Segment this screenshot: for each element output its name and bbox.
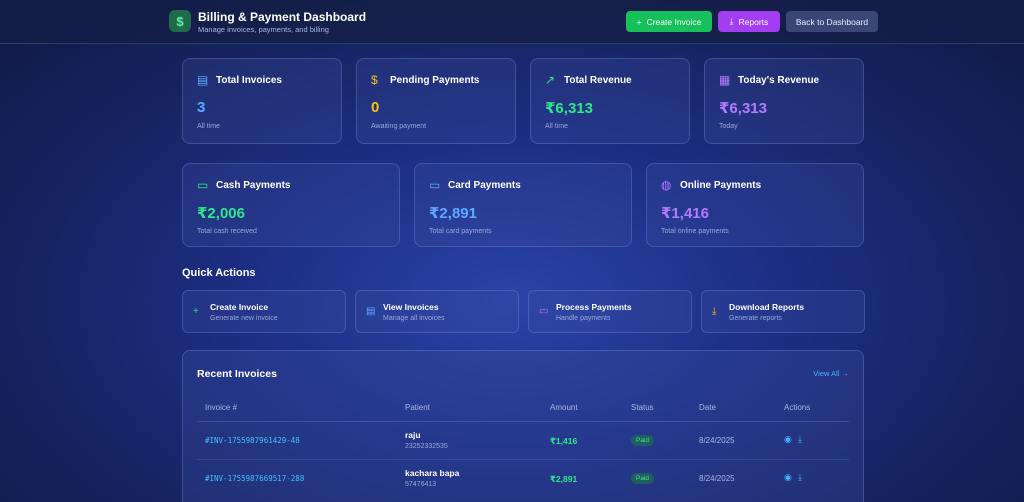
stat-title: Total Revenue [564, 75, 632, 86]
payment-title: Online Payments [680, 180, 762, 191]
quick-action-sub: Generate new invoice [210, 315, 278, 322]
stat-sub: All time [545, 123, 568, 130]
column-header-actions: Actions [784, 403, 811, 412]
stat-card-todays-revenue: ▦ Today's Revenue ₹6,313 Today [704, 58, 864, 144]
recent-invoices-title: Recent Invoices [197, 368, 277, 380]
quick-action-view-invoices[interactable]: ▤ View Invoices Manage all invoices [355, 290, 519, 333]
quick-action-title: Process Payments [556, 302, 632, 312]
calendar-icon: ▦ [719, 73, 731, 87]
payment-value: ₹1,416 [661, 205, 709, 222]
back-to-dashboard-button[interactable]: Back to Dashboard [786, 11, 878, 32]
quick-action-sub: Handle payments [556, 315, 611, 322]
payment-card-online: ◍ Online Payments ₹1,416 Total online pa… [646, 163, 864, 247]
invoice-number[interactable]: #INV-1755987669517-288 [205, 474, 305, 483]
stat-value: 0 [371, 99, 380, 116]
download-icon: ⤓ [712, 306, 717, 317]
trending-up-icon: ↗ [545, 73, 556, 87]
view-eye-icon[interactable]: ◉ [784, 472, 792, 482]
quick-action-title: Download Reports [729, 302, 805, 312]
quick-action-sub: Generate reports [729, 315, 782, 322]
column-header-patient: Patient [405, 403, 430, 412]
payment-value: ₹2,006 [197, 205, 245, 222]
invoice-date: 8/24/2025 [699, 436, 735, 445]
invoice-amount: ₹2,891 [550, 474, 578, 484]
globe-icon: ◍ [661, 178, 672, 192]
invoice-number[interactable]: #INV-1755987961429-48 [205, 436, 300, 445]
document-icon: ▤ [197, 73, 209, 87]
invoice-date: 8/24/2025 [699, 474, 735, 483]
payment-card-cash: ▭ Cash Payments ₹2,006 Total cash receiv… [182, 163, 400, 247]
download-icon: ⤓ [729, 16, 734, 26]
column-header-status: Status [631, 403, 654, 412]
stat-sub: Today [719, 123, 738, 130]
document-icon: ▤ [366, 306, 376, 317]
cash-icon: ▭ [197, 178, 209, 192]
page-subtitle: Manage invoices, payments, and billing [198, 25, 329, 34]
stat-card-total-invoices: ▤ Total Invoices 3 All time [182, 58, 342, 144]
quick-action-process-payments[interactable]: ▭ Process Payments Handle payments [528, 290, 692, 333]
payment-sub: Total cash received [197, 228, 257, 235]
quick-actions-heading: Quick Actions [182, 267, 256, 279]
status-badge: Paid [631, 435, 655, 446]
stat-value: ₹6,313 [545, 100, 593, 117]
quick-action-sub: Manage all invoices [383, 315, 445, 322]
download-icon[interactable]: ⤓ [798, 434, 802, 444]
stat-value: 3 [197, 99, 206, 116]
column-header-amount: Amount [550, 403, 578, 412]
patient-name: raju [405, 430, 421, 440]
stat-sub: All time [197, 123, 220, 130]
quick-action-download-reports[interactable]: ⤓ Download Reports Generate reports [701, 290, 865, 333]
quick-action-title: View Invoices [383, 302, 439, 312]
reports-button[interactable]: ⤓ Reports [718, 11, 780, 32]
status-badge: Paid [631, 473, 655, 484]
invoice-amount: ₹1,416 [550, 436, 578, 446]
header-divider [197, 421, 849, 422]
stat-title: Total Invoices [216, 75, 282, 86]
row-divider [197, 459, 849, 460]
quick-action-create-invoice[interactable]: + Create Invoice Generate new invoice [182, 290, 346, 333]
dollar-icon: $ [371, 73, 378, 87]
quick-action-title: Create Invoice [210, 302, 269, 312]
payment-title: Cash Payments [216, 180, 291, 191]
payment-sub: Total card payments [429, 228, 492, 235]
stat-sub: Awaiting payment [371, 123, 427, 130]
download-icon[interactable]: ⤓ [798, 472, 802, 482]
reports-label: Reports [738, 16, 769, 27]
plus-icon: + [193, 306, 199, 317]
view-eye-icon[interactable]: ◉ [784, 434, 792, 444]
create-invoice-button[interactable]: + Create Invoice [626, 11, 712, 32]
column-header-invoice: Invoice # [205, 403, 238, 412]
plus-icon: + [636, 16, 642, 27]
page-title: Billing & Payment Dashboard [198, 10, 367, 24]
create-invoice-label: Create Invoice [646, 16, 702, 27]
stat-title: Today's Revenue [738, 75, 820, 86]
payment-title: Card Payments [448, 180, 521, 191]
patient-phone: 23252332535 [405, 443, 448, 450]
top-bar: $ Billing & Payment Dashboard Manage inv… [0, 0, 1024, 44]
recent-invoices-card: Recent Invoices View All → Invoice # Pat… [182, 350, 864, 502]
credit-card-icon: ▭ [429, 178, 441, 192]
credit-card-icon: ▭ [539, 306, 549, 317]
patient-name: kachara bapa [405, 468, 460, 478]
payment-card-card: ▭ Card Payments ₹2,891 Total card paymen… [414, 163, 632, 247]
stat-title: Pending Payments [390, 75, 480, 86]
payment-value: ₹2,891 [429, 205, 477, 222]
stat-card-pending-payments: $ Pending Payments 0 Awaiting payment [356, 58, 516, 144]
payment-sub: Total online payments [661, 228, 729, 235]
stat-value: ₹6,313 [719, 100, 767, 117]
view-all-link[interactable]: View All → [813, 369, 849, 378]
patient-phone: 57476413 [405, 481, 437, 488]
stat-card-total-revenue: ↗ Total Revenue ₹6,313 All time [530, 58, 690, 144]
dollar-icon: $ [169, 10, 191, 32]
column-header-date: Date [699, 403, 716, 412]
